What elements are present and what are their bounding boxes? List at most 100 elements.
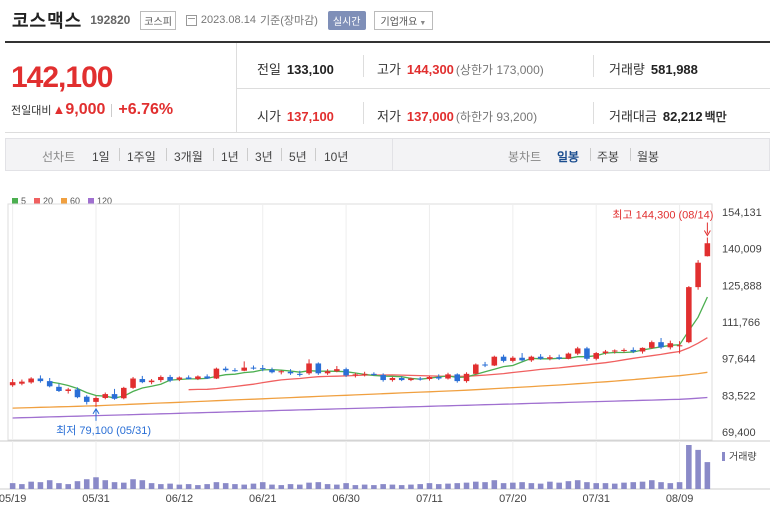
volume-bar <box>658 482 664 489</box>
volume-bar <box>630 482 637 489</box>
period-1w-button[interactable]: 1주일 <box>127 150 156 164</box>
candle-body <box>630 349 637 352</box>
plot-frame <box>7 203 713 441</box>
volume-legend-swatch <box>722 452 725 461</box>
period-1y-button[interactable]: 1년 <box>221 150 239 164</box>
candle-body <box>667 343 674 348</box>
high-stat: 고가 144,300 (상한가 173,000) <box>377 59 544 78</box>
stock-name: 코스맥스 <box>12 11 83 31</box>
company-info-label: 기업개요 <box>380 16 418 28</box>
candle-body <box>602 351 609 354</box>
divider <box>166 148 167 161</box>
candle-body <box>222 368 229 371</box>
candle-body <box>46 381 53 387</box>
company-info-dropdown[interactable]: 기업개요 ▼ <box>373 10 434 30</box>
divider <box>213 148 214 161</box>
y-tick-label: 97,644 <box>722 354 756 366</box>
volume-bar <box>371 485 377 489</box>
divider <box>111 103 113 117</box>
legend-ma5: 5 <box>12 196 26 206</box>
candle-body <box>565 353 572 359</box>
candle-weekly-button[interactable]: 주봉 <box>597 150 620 164</box>
current-price: 142,100 <box>11 61 113 94</box>
candle-body <box>676 345 683 347</box>
candle-body <box>473 364 479 374</box>
legend-swatch <box>34 198 41 204</box>
candle-body <box>695 262 701 288</box>
change-label: 전일대비 <box>11 105 52 117</box>
divider <box>247 148 248 161</box>
candle-body <box>435 376 442 379</box>
candle-daily-button[interactable]: 일봉 <box>557 150 580 164</box>
period-10y-button[interactable]: 10년 <box>324 150 349 164</box>
candle-body <box>574 348 581 354</box>
candle-body <box>148 380 155 383</box>
realtime-button[interactable]: 실시간 <box>327 10 366 30</box>
min-arrow-head <box>92 407 100 415</box>
prev-close-value: 133,100 <box>286 62 334 77</box>
volume-bar <box>380 484 386 489</box>
volume-bar <box>435 484 442 489</box>
change-value: 9,000 <box>65 101 106 118</box>
candle-body <box>371 373 377 375</box>
legend-ma20: 20 <box>34 196 53 206</box>
candle-body <box>408 378 414 381</box>
volume-bar <box>426 483 433 489</box>
period-1d-button[interactable]: 1일 <box>92 150 110 164</box>
x-tick-label: 05/31 <box>82 493 110 505</box>
volume-bar <box>148 483 155 489</box>
candle-body <box>556 357 562 359</box>
candle-body <box>28 378 34 383</box>
volume-bar <box>556 482 562 489</box>
x-tick-label: 06/30 <box>332 493 360 505</box>
volume-bar <box>204 484 210 489</box>
volume-bar <box>352 485 359 489</box>
volume-bar <box>324 484 331 489</box>
high-label: 고가 <box>377 62 401 77</box>
candle-body <box>361 373 368 375</box>
current-price-box: 142,100 전일대비 ▲ 9,000 +6.76% <box>5 43 237 132</box>
change-percent: +6.76% <box>118 101 174 118</box>
ma120-line <box>12 396 708 419</box>
candle-body <box>454 374 461 382</box>
candle-body <box>102 394 109 398</box>
divider <box>593 55 594 77</box>
volume-bar <box>213 482 220 489</box>
volume-bar <box>565 481 572 489</box>
period-3m-button[interactable]: 3개월 <box>174 150 203 164</box>
candle-chart-label: 봉차트 <box>508 150 542 164</box>
candle-body <box>56 386 62 391</box>
calendar-icon <box>185 14 197 26</box>
candle-body <box>500 356 507 361</box>
volume-bar <box>473 481 479 489</box>
volume-bar <box>28 481 34 489</box>
candle-body <box>297 373 303 375</box>
ma60-line <box>12 371 708 409</box>
amount-unit: 백만 <box>704 110 727 124</box>
candle-body <box>306 363 312 374</box>
candle-body <box>37 378 44 382</box>
candle-body <box>704 243 711 257</box>
volume-bar <box>667 483 674 489</box>
volume-bar <box>65 484 71 489</box>
volume-bar <box>454 483 461 489</box>
candle-body <box>232 370 238 372</box>
divider <box>315 148 316 161</box>
candle-body <box>380 374 386 381</box>
period-5y-button[interactable]: 5년 <box>289 150 307 164</box>
candle-body <box>482 364 488 366</box>
volume-bar <box>9 483 16 489</box>
volume-bar <box>491 480 498 489</box>
candle-monthly-button[interactable]: 월봉 <box>637 150 660 164</box>
divider <box>392 139 393 170</box>
period-3y-button[interactable]: 3년 <box>255 150 273 164</box>
candle-body <box>352 374 359 376</box>
candle-body <box>241 367 247 371</box>
chart-toolbar: 선차트 1일 1주일 3개월 1년 3년 5년 10년 봉차트 일봉 주봉 월봉 <box>5 138 770 171</box>
volume-bar <box>315 482 322 489</box>
lower-limit: (하한가 93,200) <box>455 110 538 124</box>
prev-close-stat: 전일 133,100 <box>257 59 334 78</box>
volume-bar <box>278 485 285 489</box>
y-tick-label: 125,888 <box>722 280 762 292</box>
candle-body <box>130 378 136 388</box>
